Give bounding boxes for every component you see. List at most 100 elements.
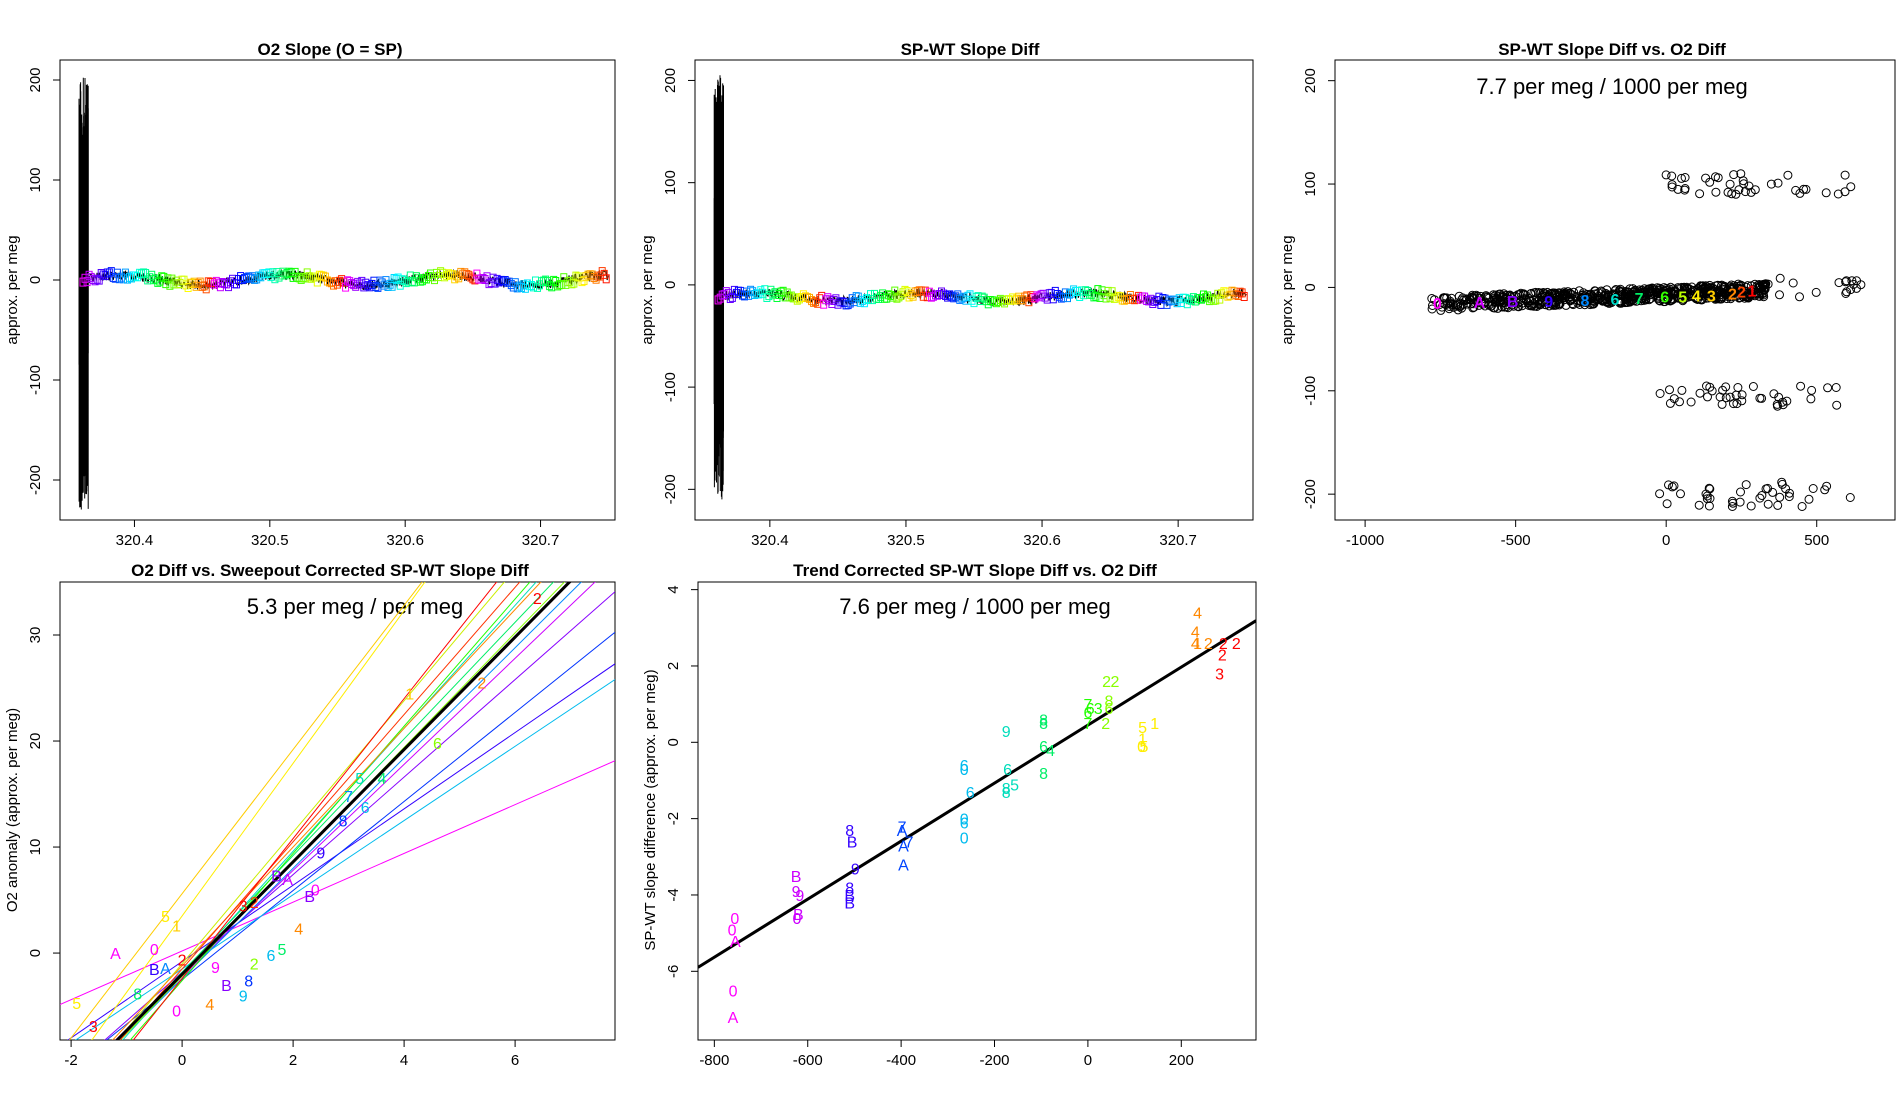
outlier-point: [1775, 492, 1785, 502]
data-point-label: 8: [1002, 785, 1011, 802]
data-point: [917, 286, 925, 296]
outlier-point: [1711, 187, 1721, 197]
data-point: [1666, 294, 1676, 304]
outlier-point: [1775, 290, 1784, 300]
panel-o2-slope: O2 Slope (O = SP) approx. per meg 320.4 3…: [4, 40, 616, 549]
point-label: 4: [294, 922, 303, 939]
outlier-point: [1761, 279, 1771, 289]
outlier-point: [1777, 477, 1787, 487]
outlier-point: [1842, 287, 1852, 297]
data-point: [1609, 296, 1619, 306]
data-point: [1598, 296, 1608, 306]
data-point-label: 7: [898, 819, 907, 836]
outlier-point: [1799, 184, 1809, 194]
outlier-point: [1797, 502, 1807, 511]
data-point-label: 9: [1002, 724, 1011, 741]
point-label: 6: [361, 800, 370, 817]
data-point: [893, 293, 901, 303]
data-point: [1735, 288, 1745, 298]
data-point: [1693, 295, 1703, 304]
outlier-point: [1784, 492, 1794, 502]
data-point: [1695, 286, 1705, 296]
x-tick-label: 320.4: [751, 532, 789, 549]
cluster-label: 4: [1692, 289, 1701, 306]
outlier-point: [1773, 500, 1783, 510]
data-point-label: 9: [792, 884, 801, 901]
data-point-label: 2: [1204, 636, 1213, 653]
outlier-point: [1731, 390, 1741, 400]
outlier-point: [1775, 273, 1785, 283]
data-point: [1602, 297, 1612, 307]
point-label: 8: [244, 974, 253, 991]
outlier-point: [1695, 189, 1705, 199]
data-point: [1724, 286, 1734, 296]
outlier-point: [1655, 489, 1665, 499]
data-point: [921, 286, 929, 296]
outlier-point: [1695, 388, 1705, 398]
data-point: [1539, 290, 1549, 300]
fit-line: [698, 619, 1256, 969]
outlier-point: [1715, 392, 1725, 402]
y-tick-label: -100: [662, 372, 679, 402]
x-axis: -1000 -500 0 500: [1346, 520, 1829, 549]
fit-line: [115, 582, 572, 1040]
data-point: [138, 269, 146, 279]
y-tick-label: -200: [27, 465, 44, 495]
outlier-point: [1667, 171, 1677, 181]
x-tick-label: 2: [289, 1052, 297, 1069]
point-label: 3: [89, 1019, 98, 1036]
data-point: [1676, 293, 1686, 303]
outlier-point: [1725, 392, 1735, 402]
data-point: [1468, 303, 1478, 313]
point-label: 0: [311, 882, 320, 899]
data-point: [1457, 303, 1467, 313]
outlier-point: [1737, 396, 1747, 406]
y-tick-label: 0: [27, 276, 44, 284]
data-point-label: 2: [1219, 636, 1228, 653]
panel-title: SP-WT Slope Diff: [901, 40, 1040, 59]
outlier-point: [1778, 397, 1788, 407]
data-point: [291, 267, 299, 277]
data-point-label: A: [728, 1010, 739, 1027]
series-line: [74, 679, 615, 1040]
data-point-label: 0: [793, 911, 802, 928]
data-point-label: 2: [1111, 674, 1120, 691]
data-point: [1493, 303, 1503, 313]
y-tick-label: 20: [27, 733, 44, 750]
data-point: [1696, 281, 1705, 291]
outlier-point: [1773, 178, 1783, 188]
point-label: 5: [161, 909, 170, 926]
data-point: [773, 293, 781, 302]
outlier-point: [1735, 497, 1745, 507]
data-point: [1645, 287, 1655, 297]
data-point-label: 4: [1193, 606, 1202, 623]
outlier-point: [1732, 399, 1742, 409]
data-point: [479, 274, 487, 283]
data-point: [602, 274, 610, 284]
data-point-label: 4: [1191, 625, 1200, 642]
data-point: [1680, 283, 1690, 293]
slope-annotation: 7.7 per meg / 1000 per meg: [1476, 74, 1748, 99]
x-axis: 320.4 320.5 320.6 320.7: [751, 520, 1197, 549]
data-point-label: 6: [1003, 762, 1012, 779]
point-label: 2: [533, 591, 542, 608]
data-point: [400, 276, 408, 286]
outlier-point: [1841, 289, 1851, 298]
data-point: [1595, 293, 1605, 303]
data-point: [1578, 288, 1588, 298]
series-line: [91, 582, 426, 1040]
cluster-label: 3: [1707, 289, 1716, 306]
x-tick-label: 320.5: [251, 532, 289, 549]
x-tick-label: 0: [178, 1052, 186, 1069]
data-point: [222, 279, 230, 289]
x-tick-label: 4: [400, 1052, 408, 1069]
outlier-point: [1766, 179, 1776, 189]
data-point-label: 1: [1150, 716, 1159, 733]
data-point: [1568, 299, 1577, 309]
outlier-point: [1721, 393, 1731, 403]
y-tick-label: -100: [27, 365, 44, 395]
data-point: [445, 269, 453, 279]
